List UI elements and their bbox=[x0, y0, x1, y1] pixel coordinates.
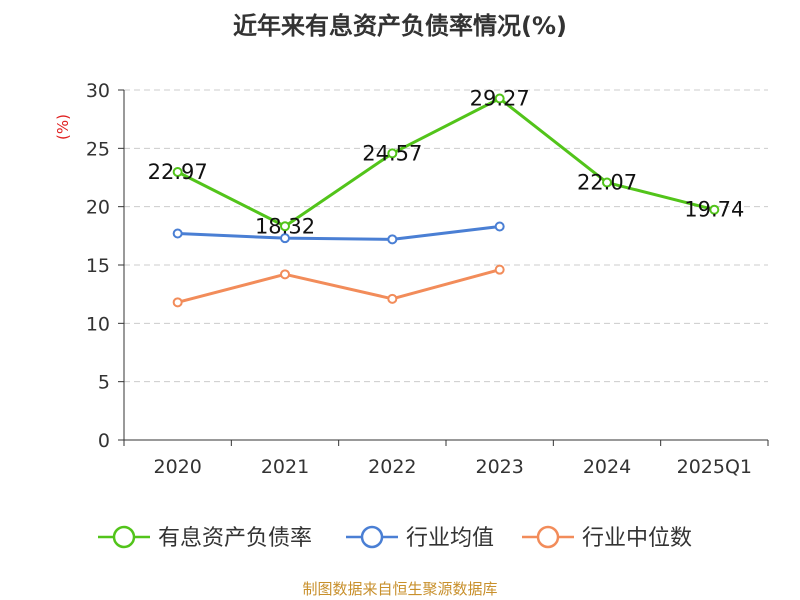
y-tick-label: 20 bbox=[86, 197, 110, 219]
data-point bbox=[494, 93, 505, 104]
y-tick-label: 30 bbox=[86, 80, 110, 102]
data-label: 18.32 bbox=[255, 214, 315, 238]
x-tick-label: 2021 bbox=[261, 456, 309, 478]
series-lines bbox=[172, 93, 720, 308]
data-label: 24.57 bbox=[362, 141, 422, 165]
data-point bbox=[387, 148, 398, 159]
data-point bbox=[172, 167, 183, 178]
data-point bbox=[172, 228, 183, 239]
data-point bbox=[280, 221, 290, 232]
y-axis-label: (%) bbox=[54, 114, 72, 140]
data-label: 19.74 bbox=[684, 198, 744, 222]
x-tick-label: 2020 bbox=[153, 456, 201, 478]
data-point bbox=[387, 234, 398, 245]
x-tick-label: 2023 bbox=[475, 456, 523, 478]
x-tick-label: 2025Q1 bbox=[677, 456, 752, 478]
data-label: 29.27 bbox=[470, 87, 530, 111]
series-line bbox=[177, 225, 500, 241]
y-tick-label: 10 bbox=[86, 313, 110, 335]
data-point bbox=[602, 177, 612, 188]
data-point bbox=[494, 264, 505, 275]
gridlines bbox=[124, 89, 768, 383]
data-point bbox=[172, 297, 183, 308]
legend-marker bbox=[536, 525, 560, 549]
data-labels: 22.97 18.32 24.57 29.27 22.07 19.74 bbox=[148, 87, 745, 239]
x-tick-label: 2024 bbox=[583, 456, 631, 478]
data-point bbox=[387, 293, 398, 304]
legend-label: 有息资产负债率 bbox=[158, 526, 312, 551]
legend: 有息资产负债率 行业均值 行业中位数 bbox=[98, 525, 692, 551]
source-note: 制图数据来自恒生聚源数据库 bbox=[302, 580, 498, 598]
legend-label: 行业均值 bbox=[406, 526, 494, 551]
x-tick-label: 2022 bbox=[368, 456, 416, 478]
data-label: 22.97 bbox=[148, 160, 208, 184]
legend-marker bbox=[112, 525, 136, 549]
legend-marker bbox=[360, 525, 384, 549]
y-tick-label: 15 bbox=[86, 255, 110, 277]
axes: 0 5 10 15 20 25 30 2020 2021 2022 2023 2024 2025Q1 bbox=[86, 80, 769, 478]
y-tick-label: 5 bbox=[98, 372, 110, 394]
chart-title: 近年来有息资产负债率情况(%) bbox=[233, 12, 567, 40]
series-line bbox=[176, 97, 715, 228]
data-point bbox=[280, 233, 290, 244]
y-tick-label: 0 bbox=[98, 430, 110, 452]
legend-label: 行业中位数 bbox=[582, 526, 692, 551]
data-point bbox=[494, 221, 505, 232]
series-line bbox=[177, 268, 501, 304]
data-point bbox=[280, 269, 290, 280]
y-tick-label: 25 bbox=[86, 138, 110, 160]
data-label: 22.07 bbox=[577, 171, 637, 195]
data-point bbox=[709, 204, 720, 215]
